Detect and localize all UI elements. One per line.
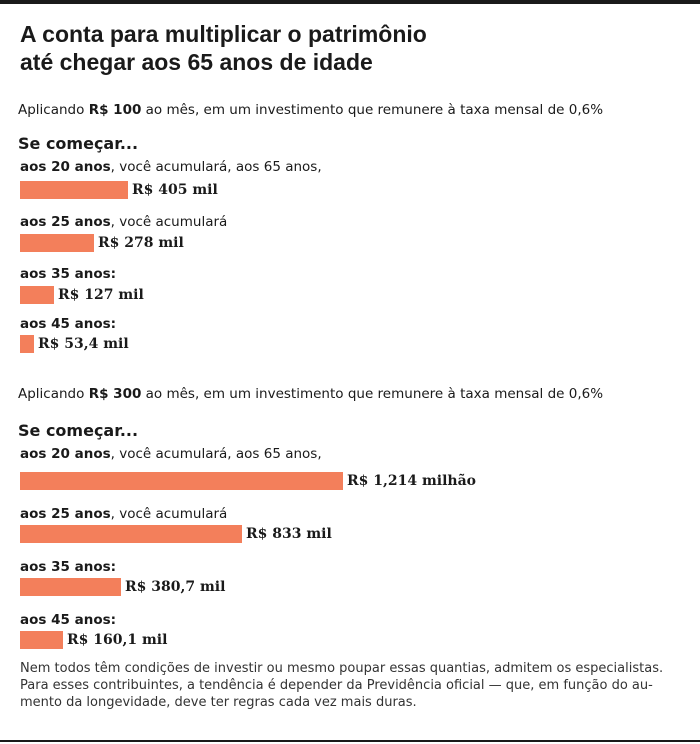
footnote-line-2: Para esses contribuintes, a tendência é … bbox=[20, 678, 653, 693]
section-2-heading: Se começar... bbox=[18, 421, 139, 440]
section-2-bar-3 bbox=[20, 578, 121, 596]
section-1-bar-3-value: R$ 127 mil bbox=[58, 287, 144, 303]
section-1-bar-1-value: R$ 405 mil bbox=[132, 182, 218, 198]
section-2-bar-4 bbox=[20, 631, 63, 649]
section-2-row-1-label: aos 20 anos, você acumulará, aos 65 anos… bbox=[20, 446, 322, 462]
section-1-bar-1 bbox=[20, 181, 128, 199]
title-line-1: A conta para multiplicar o patrimônio bbox=[20, 21, 427, 47]
section-1-row-3-label: aos 35 anos: bbox=[20, 266, 117, 282]
section-1-intro: Aplicando R$ 100 ao mês, em um investime… bbox=[18, 102, 604, 118]
section-1-row-4-label: aos 45 anos: bbox=[20, 316, 117, 332]
section-1-heading: Se começar... bbox=[18, 134, 139, 153]
footnote-line-1: Nem todos têm condições de investir ou m… bbox=[20, 661, 664, 676]
section-2-bar-1 bbox=[20, 472, 343, 490]
section-1-bar-3 bbox=[20, 286, 54, 304]
section-1-bar-4-value: R$ 53,4 mil bbox=[38, 336, 129, 352]
chart-title: A conta para multiplicar o patrimônio at… bbox=[20, 20, 660, 76]
section-1-bar-4 bbox=[20, 335, 34, 353]
title-line-2: até chegar aos 65 anos de idade bbox=[20, 49, 373, 75]
section-2-bar-2 bbox=[20, 525, 242, 543]
section-2-row-3-label: aos 35 anos: bbox=[20, 559, 117, 575]
bottom-rule bbox=[0, 740, 700, 742]
section-2-row-4-label: aos 45 anos: bbox=[20, 612, 117, 628]
section-1-bar-2-value: R$ 278 mil bbox=[98, 235, 184, 251]
footnote: Nem todos têm condições de investir ou m… bbox=[20, 660, 680, 711]
top-rule bbox=[0, 0, 700, 4]
section-2-bar-2-value: R$ 833 mil bbox=[246, 526, 332, 542]
section-1-row-2-label: aos 25 anos, você acumulará bbox=[20, 214, 228, 230]
section-2-bar-1-value: R$ 1,214 milhão bbox=[347, 473, 477, 489]
section-1-bar-2 bbox=[20, 234, 94, 252]
section-2-bar-4-value: R$ 160,1 mil bbox=[67, 632, 168, 648]
section-2-intro: Aplicando R$ 300 ao mês, em um investime… bbox=[18, 386, 604, 402]
footnote-line-3: mento da longevidade, deve ter regras ca… bbox=[20, 695, 417, 710]
section-1-row-1-label: aos 20 anos, você acumulará, aos 65 anos… bbox=[20, 159, 322, 175]
section-2-bar-3-value: R$ 380,7 mil bbox=[125, 579, 226, 595]
section-2-row-2-label: aos 25 anos, você acumulará bbox=[20, 506, 228, 522]
